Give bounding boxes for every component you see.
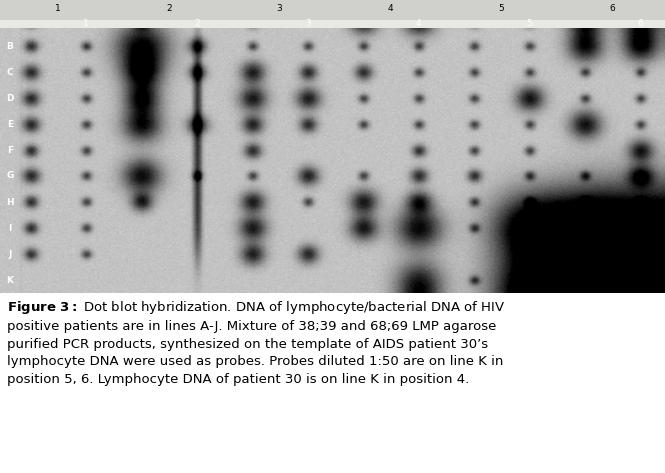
Text: I: I	[8, 224, 11, 233]
Bar	[0, 0, 665, 19]
Text: 3: 3	[277, 4, 283, 13]
Text: J: J	[8, 250, 11, 259]
Text: 3: 3	[305, 19, 311, 28]
Text: 1: 1	[83, 19, 89, 28]
Text: 5: 5	[527, 19, 533, 28]
Text: 1: 1	[55, 4, 61, 13]
Text: 6: 6	[609, 4, 615, 13]
Text: 4: 4	[416, 19, 422, 28]
Text: $\bf{Figure\ 3:}$ Dot blot hybridization. DNA of lymphocyte/bacterial DNA of HIV: $\bf{Figure\ 3:}$ Dot blot hybridization…	[7, 298, 505, 385]
Text: A: A	[7, 17, 13, 26]
Text: C: C	[7, 68, 13, 77]
Text: D: D	[6, 94, 13, 103]
Text: B: B	[7, 42, 13, 51]
Text: 2: 2	[194, 19, 200, 28]
Text: K: K	[7, 276, 13, 285]
Text: 4: 4	[388, 4, 393, 13]
Text: 5: 5	[498, 4, 504, 13]
Text: F: F	[7, 147, 13, 156]
Text: 6: 6	[638, 19, 643, 28]
Bar	[0, 19, 665, 28]
Text: E: E	[7, 121, 13, 130]
Text: 2: 2	[166, 4, 172, 13]
Text: H: H	[6, 198, 14, 207]
Text: G: G	[6, 171, 13, 181]
